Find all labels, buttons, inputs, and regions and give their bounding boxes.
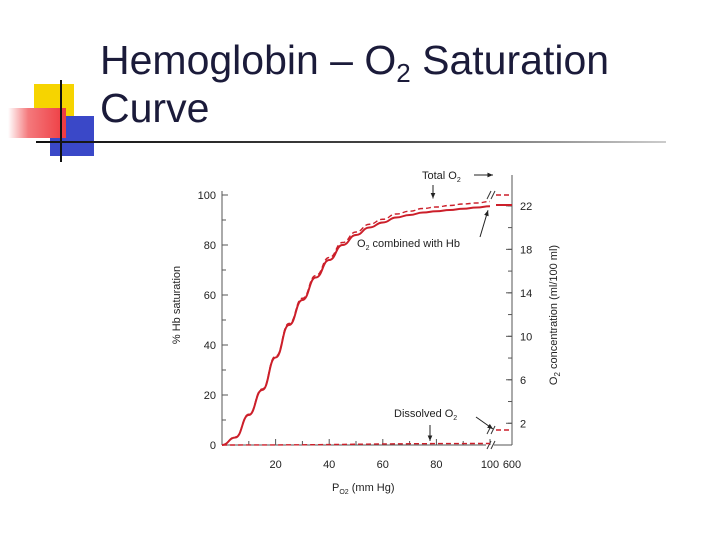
arrow-total-o2-down-head [430,192,436,199]
ann-comb-post: combined with Hb [369,238,460,250]
y-tick-label: 60 [204,290,216,302]
y-tick-label: 100 [198,190,216,202]
y2-label-part2: concentration (ml/100 ml) [548,245,560,372]
decor-vertical-line [60,80,62,162]
slide-title: Hemoglobin – O2 Saturation Curve [100,36,609,132]
y-tick-label: 0 [210,440,216,452]
x-label-part1: P [332,482,339,494]
axis-break-mark [486,190,492,200]
title-line1-sub: 2 [396,58,411,88]
series-line-total-o2 [221,200,491,446]
x-tick-label: 60 [377,459,389,471]
annotation-dissolved-o2: Dissolved O2 [394,408,457,422]
y2-label-sub: 2 [553,372,562,377]
annotation-dissolved-o2-label: Dissolved O2 [394,408,457,422]
axis-break-mark [486,440,492,450]
y2-label-part1: O [548,376,560,385]
x-label-sub: O2 [339,489,348,496]
x-axis-label: PO2 (mm Hg) [332,482,395,496]
chart-axes [221,175,513,450]
x-tick-label: 100 [481,459,499,471]
x-tick-label: 80 [430,459,442,471]
y-tick-label: 80 [204,240,216,252]
ann-total-text: Total O [422,170,457,182]
arrow-total-o2-head [487,172,493,178]
y2-tick-label: 22 [520,201,532,213]
title-line1-post: Saturation [410,37,610,83]
x-tick-label: 600 [503,459,521,471]
annotation-total-o2: Total O2 [422,170,461,184]
ann-comb-text: O [357,238,366,250]
axis-break-mark [490,425,496,435]
chart-series [221,194,512,446]
annotation-o2-combined-label: O2 combined with Hb [357,238,460,252]
ann-comb-sub: 2 [366,245,370,252]
arrow-o2-combined-head [484,210,489,217]
y-axis-label: % Hb saturation [171,266,183,344]
ann-diss-sub: 2 [453,415,457,422]
arrow-dissolved-down-head [427,435,433,441]
axis-break-mark [490,440,496,450]
y2-tick-label: 14 [520,288,532,300]
decor-red-bar [8,108,66,138]
y2-tick-label: 2 [520,418,526,430]
title-line1-pre: Hemoglobin – O [100,37,397,83]
ann-total-sub: 2 [457,177,461,184]
y2-axis-label: O2 concentration (ml/100 ml) [548,245,562,385]
ann-diss-text: Dissolved O [394,408,454,420]
axis-break-mark [490,190,496,200]
annotation-total-o2-label: Total O2 [422,170,461,184]
title-underline [36,141,666,143]
annotation-o2-combined: O2 combined with Hb [357,238,460,252]
y-tick-label: 20 [204,390,216,402]
x-tick-label: 40 [323,459,335,471]
y2-tick-label: 10 [520,331,532,343]
arrow-dissolved-right-head [487,423,493,429]
x-label-part2: (mm Hg) [349,482,395,494]
y2-tick-label: 6 [520,375,526,387]
y-tick-label: 40 [204,340,216,352]
title-line2: Curve [100,85,210,131]
x-tick-label: 20 [269,459,281,471]
y2-tick-label: 18 [520,244,532,256]
